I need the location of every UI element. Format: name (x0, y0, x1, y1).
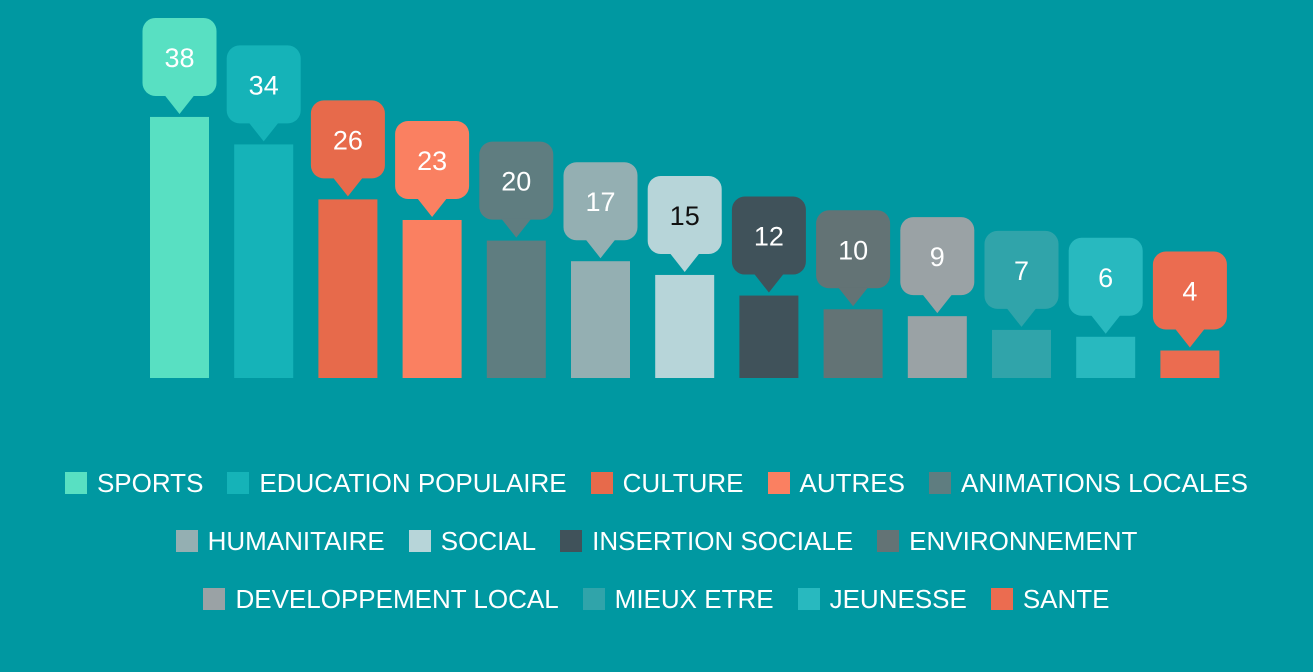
value-label: 17 (585, 187, 615, 217)
bar (402, 219, 462, 378)
label-pointer (585, 239, 616, 259)
legend-item: MIEUX ETRE (582, 584, 774, 614)
legend-swatch (175, 530, 198, 552)
legend-item: SOCIAL (408, 526, 537, 556)
legend: SPORTS EDUCATION POPULAIRE CULTURE AUTRES AN… (0, 468, 1313, 614)
label-pointer (1174, 328, 1205, 348)
legend-label: INSERTION SOCIALE (592, 526, 854, 556)
legend-swatch (877, 530, 900, 552)
label-pointer (417, 197, 448, 217)
legend-item: DEVELOPPEMENT LOCAL (203, 584, 559, 614)
value-label: 38 (164, 43, 194, 73)
legend-swatch (590, 472, 613, 494)
legend-item: SPORTS (64, 468, 204, 498)
legend-label: MIEUX ETRE (614, 584, 774, 614)
label-pointer (1006, 307, 1037, 327)
value-label: 6 (1098, 263, 1113, 293)
legend-item: JEUNESSE (797, 584, 967, 614)
label-bubble (395, 120, 470, 199)
legend-item: CULTURE (590, 468, 744, 498)
bar (571, 261, 630, 378)
label-bubble (900, 217, 975, 296)
legend-item: SANTE (990, 584, 1110, 614)
label-pointer (248, 122, 279, 142)
value-label: 12 (754, 222, 784, 252)
label-pointer (1090, 314, 1121, 334)
bar (486, 240, 546, 378)
label-bubble (563, 162, 638, 241)
legend-label: AUTRES (799, 468, 905, 498)
label-bubble (226, 45, 301, 124)
legend-item: HUMANITAIRE (175, 526, 385, 556)
label-bubble (647, 175, 722, 254)
legend-label: DEVELOPPEMENT LOCAL (235, 584, 559, 614)
label-bubble (1068, 237, 1143, 316)
legend-label: JEUNESSE (829, 584, 967, 614)
legend-swatch (560, 530, 583, 552)
legend-label: ENVIRONNEMENT (909, 526, 1138, 556)
legend-item: INSERTION SOCIALE (560, 526, 853, 556)
bar (823, 309, 883, 378)
label-pointer (669, 252, 700, 272)
legend-label: CULTURE (622, 468, 744, 498)
legend-swatch (64, 472, 87, 494)
label-pointer (753, 273, 784, 293)
legend-swatch (928, 472, 951, 494)
legend-label: SANTE (1022, 584, 1110, 614)
value-label: 9 (930, 242, 945, 272)
legend-swatch (990, 588, 1013, 610)
value-label: 10 (838, 235, 868, 265)
legend-item: ANIMATIONS LOCALES (928, 468, 1249, 498)
label-pointer (922, 294, 953, 314)
bar (992, 329, 1051, 378)
label-bubble (816, 210, 891, 289)
label-bubble (984, 230, 1059, 309)
label-pointer (501, 218, 532, 238)
bar (1160, 350, 1220, 378)
bar (907, 316, 967, 378)
bar (655, 274, 715, 378)
legend-label: HUMANITAIRE (207, 526, 385, 556)
legend-label: SPORTS (96, 468, 204, 498)
bar (1076, 336, 1136, 378)
legend-item: EDUCATION POPULAIRE (227, 468, 567, 498)
legend-swatch (203, 588, 226, 610)
chart: 38 34 26 23 20 17 15 12 10 9 7 6 4 (142, 17, 1227, 378)
label-pointer (164, 94, 195, 114)
value-label: 7 (1014, 256, 1029, 286)
legend-label: SOCIAL (440, 526, 537, 556)
value-label: 34 (249, 70, 279, 100)
label-bubble (1152, 251, 1227, 330)
label-bubble (142, 17, 217, 96)
label-bubble (731, 196, 806, 275)
value-label: 4 (1182, 277, 1197, 307)
bar (150, 116, 209, 378)
bar (234, 144, 294, 378)
label-pointer (332, 177, 363, 197)
legend-swatch (227, 472, 250, 494)
legend-label: ANIMATIONS LOCALES (960, 468, 1249, 498)
label-pointer (838, 287, 869, 307)
legend-label: EDUCATION POPULAIRE (259, 468, 567, 498)
legend-item: ENVIRONNEMENT (877, 526, 1137, 556)
value-label: 26 (333, 125, 363, 155)
legend-swatch (797, 588, 820, 610)
value-label: 15 (670, 201, 700, 231)
bar (318, 199, 378, 378)
label-bubble (310, 100, 385, 179)
label-bubble (479, 141, 554, 220)
bar (739, 295, 799, 378)
legend-swatch (408, 530, 431, 552)
value-label: 20 (501, 167, 531, 197)
legend-swatch (582, 588, 605, 610)
legend-item: AUTRES (767, 468, 905, 498)
value-label: 23 (417, 146, 447, 176)
legend-swatch (767, 472, 790, 494)
